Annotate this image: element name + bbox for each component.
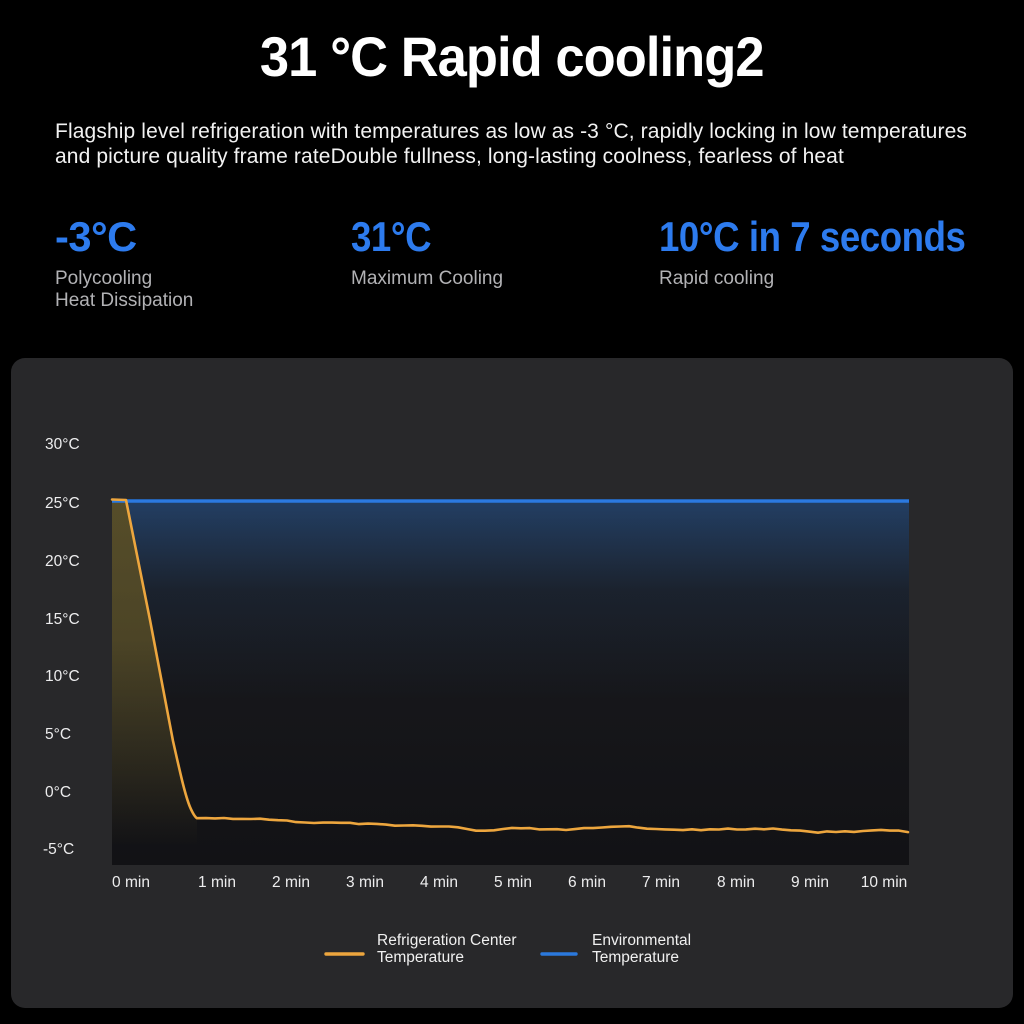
svg-text:Refrigeration Center: Refrigeration Center — [377, 932, 517, 949]
svg-text:8 min: 8 min — [717, 874, 755, 891]
svg-text:10 min: 10 min — [861, 874, 908, 891]
svg-text:6 min: 6 min — [568, 874, 606, 891]
svg-text:-5°C: -5°C — [43, 841, 74, 858]
svg-text:5 min: 5 min — [494, 874, 532, 891]
svg-text:25°C: 25°C — [45, 495, 80, 512]
svg-text:0°C: 0°C — [45, 784, 71, 801]
svg-text:3 min: 3 min — [346, 874, 384, 891]
svg-text:4 min: 4 min — [420, 874, 458, 891]
svg-text:20°C: 20°C — [45, 553, 80, 570]
svg-text:Temperature: Temperature — [377, 949, 464, 966]
svg-text:5°C: 5°C — [45, 726, 71, 743]
svg-text:Temperature: Temperature — [592, 949, 679, 966]
svg-text:15°C: 15°C — [45, 611, 80, 628]
svg-text:7 min: 7 min — [642, 874, 680, 891]
svg-text:Environmental: Environmental — [592, 932, 691, 949]
svg-text:9 min: 9 min — [791, 874, 829, 891]
svg-text:2 min: 2 min — [272, 874, 310, 891]
svg-text:0 min: 0 min — [112, 874, 150, 891]
svg-text:10°C: 10°C — [45, 668, 80, 685]
svg-text:1 min: 1 min — [198, 874, 236, 891]
svg-text:30°C: 30°C — [45, 436, 80, 453]
